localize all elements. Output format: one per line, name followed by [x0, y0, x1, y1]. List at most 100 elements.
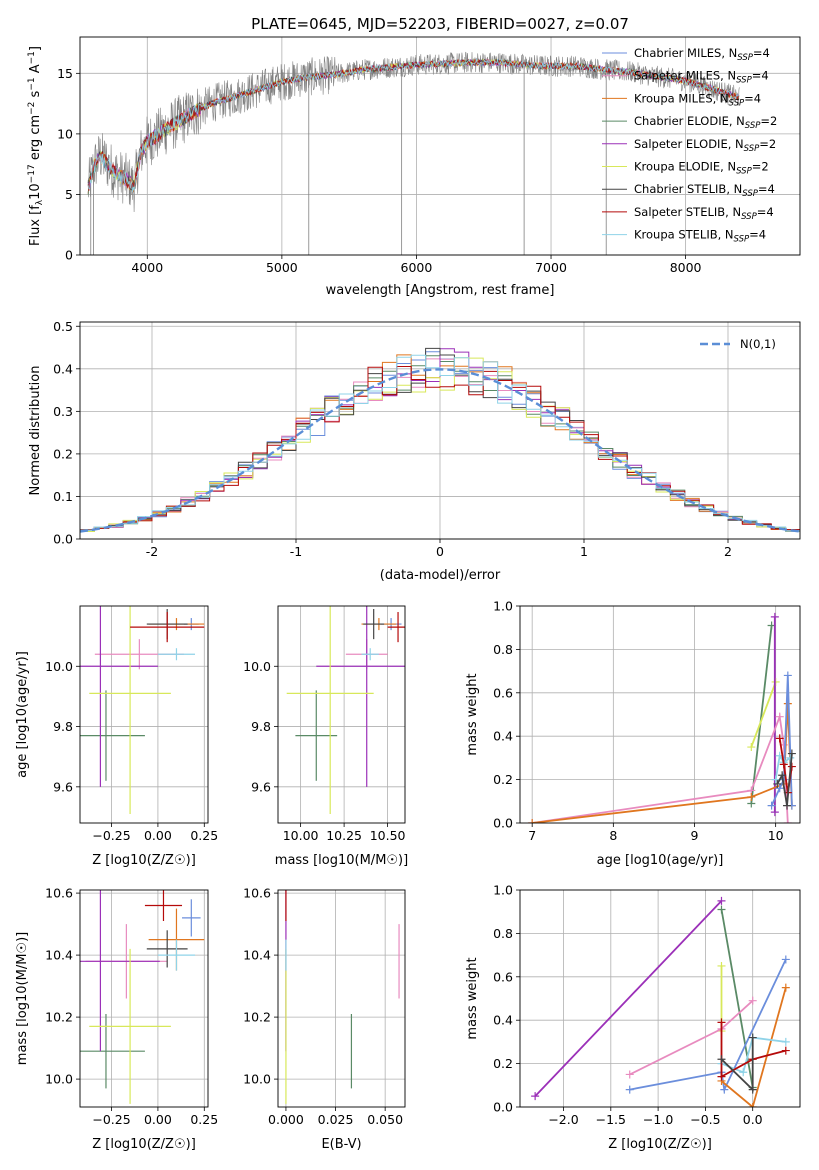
y-tick-label: 10.0	[45, 659, 73, 674]
axes-weight_vs_age: 7 8 9 10 0.0 0.2 0.4 0.6 0.8 1.0 age [log10(age/yr…	[465, 599, 801, 868]
x-tick-label: −0.25	[92, 1112, 130, 1127]
weight-marker-salpeter_stelib	[717, 1018, 726, 1027]
plot-area	[80, 606, 205, 814]
y-axis-label: mass weight	[465, 673, 480, 755]
weight-marker-chabrier_stelib	[717, 1055, 726, 1064]
y-tick-label: 0	[65, 248, 73, 263]
axes-age_vs_mass: 10.00 10.25 10.50 9.6 9.8 10.0 mass [log10(M/M…	[243, 605, 408, 868]
weight-marker-kroupa_miles	[748, 1103, 757, 1107]
axes-mass_vs_Z: −0.25 0.00 0.25 10.0 10.2 10.4 10.6 Z [log10(Z/…	[15, 886, 218, 1152]
weight-marker-chabrier_stelib	[748, 1085, 757, 1094]
y-tick-label: 10.2	[45, 1010, 73, 1025]
weight-marker-salpeter_elodie	[770, 612, 779, 621]
legend-label-chabrier_elodie: Chabrier ELODIE, NSSP=2	[634, 114, 777, 131]
y-tick-label: 10.0	[243, 659, 271, 674]
weight-marker-salpeter_miles	[748, 996, 757, 1005]
x-tick-label: −2.0	[548, 1112, 578, 1127]
x-tick-label: 10.25	[326, 828, 362, 843]
weight-marker-salpeter_elodie	[531, 1092, 540, 1101]
x-tick-label: 0.0	[743, 1112, 763, 1127]
weight-marker-salpeter_stelib	[781, 1046, 790, 1055]
x-tick-label: 6000	[401, 260, 433, 275]
y-tick-label: 0.2	[493, 1056, 513, 1071]
x-tick-label: 5000	[266, 260, 298, 275]
histogram-kroupa_elodie	[80, 357, 800, 532]
weight-marker-kroupa_stelib	[786, 753, 795, 762]
plot-area	[80, 347, 800, 533]
plot-area	[286, 606, 405, 814]
y-tick-label: 0.2	[53, 446, 73, 461]
plot-area	[285, 890, 400, 1104]
weight-marker-chabrier_stelib	[748, 1033, 757, 1042]
weight-marker-kroupa_miles	[747, 792, 756, 801]
x-tick-label: 1	[580, 544, 588, 559]
y-tick-label: 0.6	[493, 685, 513, 700]
x-tick-label: 10	[768, 828, 784, 843]
weight-marker-salpeter_stelib	[787, 762, 796, 771]
x-axis-label: E(B-V)	[321, 1137, 361, 1152]
y-tick-label: 9.8	[53, 719, 73, 734]
weight-line-salpeter_stelib	[720, 1022, 787, 1079]
x-tick-label: 8000	[670, 260, 702, 275]
y-tick-label: 10.4	[45, 948, 73, 963]
x-tick-label: −1.0	[643, 1112, 673, 1127]
y-axis-label: mass weight	[465, 957, 480, 1039]
x-tick-label: 0.00	[144, 1112, 172, 1127]
histogram-kroupa_stelib	[80, 354, 800, 532]
y-tick-label: 0.5	[53, 319, 73, 334]
weight-marker-salpeter_miles	[783, 819, 792, 823]
legend-label-kroupa_elodie: Kroupa ELODIE, NSSP=2	[634, 160, 769, 177]
plot-area	[531, 896, 790, 1107]
observed-spectrum	[87, 51, 740, 213]
y-tick-label: 0.8	[493, 642, 513, 657]
figure-title: PLATE=0645, MJD=52203, FIBERID=0027, z=0…	[251, 15, 629, 33]
y-tick-label: 1.0	[493, 599, 513, 614]
axes-frame	[79, 36, 801, 256]
axes-mass_vs_ebv: 0.000 0.025 0.050 10.0 10.2 10.4 10.6 E(B-V)	[243, 886, 406, 1152]
histogram-salpeter_elodie	[80, 348, 800, 532]
x-tick-label: -2	[146, 544, 158, 559]
axes-spectrum: Chabrier MILES, NSSP=4 Salpeter MILES, NS…	[27, 36, 801, 298]
y-tick-label: 15	[57, 66, 73, 81]
y-axis-label: Flux [fλ10−17 erg cm−2 s−1 A−1]	[27, 46, 45, 246]
y-axis-label: mass [log10(M/M☉)]	[15, 932, 30, 1065]
legend-label-kroupa_stelib: Kroupa STELIB, NSSP=4	[634, 228, 766, 245]
axes-age_vs_Z: −0.25 0.00 0.25 9.6 9.8 10.0 Z [log10(Z/Z☉)] ag…	[15, 605, 218, 868]
spectrum-legend: Chabrier MILES, NSSP=4 Salpeter MILES, NS…	[602, 46, 777, 245]
y-tick-label: 9.6	[53, 779, 73, 794]
y-tick-label: 5	[65, 187, 73, 202]
axes-frame	[277, 889, 406, 1108]
x-axis-label: Z [log10(Z/Z☉)]	[92, 853, 196, 868]
weight-marker-chabrier_stelib	[783, 801, 792, 810]
weight-line-salpeter_elodie	[534, 900, 723, 1097]
x-tick-label: 4000	[131, 260, 163, 275]
normal-curve	[80, 368, 800, 533]
x-tick-label: 0.25	[190, 1112, 218, 1127]
y-tick-label: 0.3	[53, 404, 73, 419]
weight-marker-chabrier_miles	[775, 784, 784, 793]
legend-label-salpeter_stelib: Salpeter STELIB, NSSP=4	[634, 205, 774, 222]
x-tick-label: 0.000	[268, 1112, 304, 1127]
weight-marker-chabrier_miles	[720, 1085, 729, 1094]
model-spectrum-kroupa_stelib	[87, 58, 740, 193]
y-tick-label: 10.6	[243, 886, 271, 901]
y-tick-label: 10.0	[45, 1072, 73, 1087]
y-tick-label: 10.4	[243, 948, 271, 963]
axes-frame	[519, 889, 801, 1108]
x-tick-label: −0.25	[92, 828, 130, 843]
weight-marker-salpeter_miles	[625, 1070, 634, 1079]
x-axis-label: (data-model)/error	[380, 568, 501, 583]
weight-marker-chabrier_miles	[767, 801, 776, 810]
x-axis-label: mass [log10(M/M☉)]	[275, 853, 408, 868]
y-tick-label: 0.6	[493, 969, 513, 984]
x-tick-label: −0.5	[690, 1112, 720, 1127]
y-tick-label: 0.4	[53, 361, 73, 376]
x-tick-label: 10.50	[370, 828, 406, 843]
x-tick-label: 0.050	[367, 1112, 403, 1127]
y-tick-label: 0.0	[53, 532, 73, 547]
x-tick-label: 9	[691, 828, 699, 843]
plot-area	[87, 51, 740, 255]
weight-line-chabrier_stelib	[776, 753, 793, 806]
weight-line-chabrier_elodie	[750, 625, 773, 804]
